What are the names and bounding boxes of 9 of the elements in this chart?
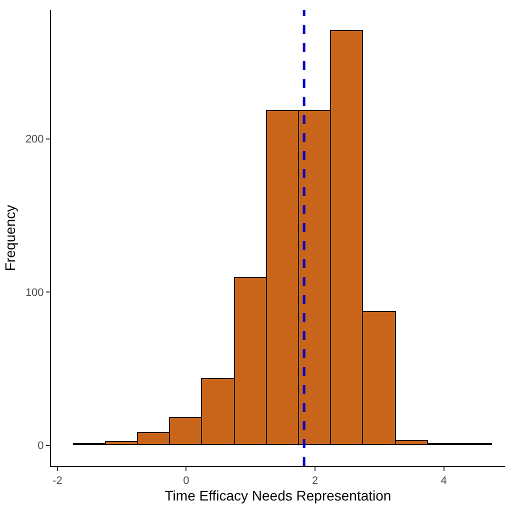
x-tick-label: 2: [312, 475, 318, 488]
x-tick-label: 4: [440, 475, 447, 488]
x-axis-title: Time Efficacy Needs Representation: [164, 488, 392, 504]
x-tick-label: -2: [52, 475, 62, 488]
y-tick-label: 0: [38, 440, 44, 452]
x-tick-label: 0: [183, 475, 190, 488]
y-tick-label: 100: [25, 286, 44, 299]
y-tick-label: 200: [25, 134, 44, 146]
y-axis-title: Frequency: [2, 204, 18, 272]
